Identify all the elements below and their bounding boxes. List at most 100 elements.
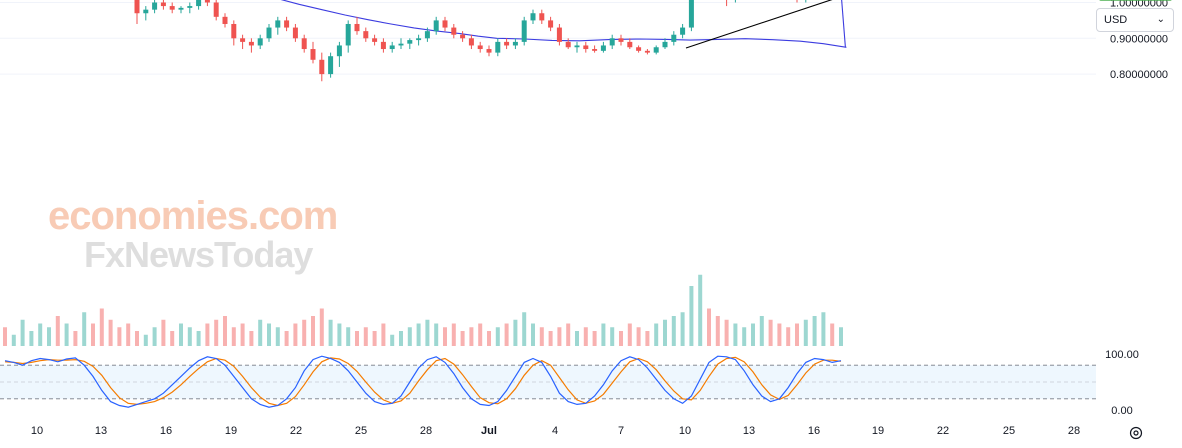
volume-bar xyxy=(680,312,685,346)
volume-bar xyxy=(231,327,236,346)
candle-body xyxy=(636,47,642,51)
candle-body xyxy=(292,27,298,39)
volume-bar xyxy=(249,331,254,346)
candle xyxy=(204,0,210,7)
candle-body xyxy=(583,45,589,50)
stochastic-k-line xyxy=(4,355,842,408)
candle xyxy=(424,27,430,42)
candle xyxy=(152,0,158,14)
candle xyxy=(169,2,175,14)
volume-bar xyxy=(3,327,7,346)
candle-body xyxy=(477,45,483,50)
time-tick-label: Jul xyxy=(481,425,497,437)
volume-bar xyxy=(627,323,632,346)
candle xyxy=(460,31,466,42)
candle-body xyxy=(160,2,166,7)
volume-bar xyxy=(399,331,403,346)
volume-bar xyxy=(407,327,412,346)
candle xyxy=(363,27,369,42)
candle xyxy=(407,38,413,50)
candle xyxy=(433,16,439,35)
volume-bar xyxy=(742,327,747,346)
candle xyxy=(688,0,694,32)
volume-bar xyxy=(671,316,676,346)
volume-bar xyxy=(575,331,579,346)
volume-bar xyxy=(355,331,359,346)
candle xyxy=(240,34,246,50)
volume-bar xyxy=(751,323,755,346)
currency-select[interactable]: USD ⌄ xyxy=(1096,8,1174,32)
candle-body xyxy=(240,38,246,42)
volume-bar xyxy=(346,327,351,346)
candle xyxy=(600,41,606,53)
time-tick-label: 10 xyxy=(679,425,691,437)
chevron-down-icon: ⌄ xyxy=(1156,14,1165,25)
moving-average-line xyxy=(280,0,847,48)
candle xyxy=(530,9,536,24)
volume-bar xyxy=(707,308,711,346)
volume-bar xyxy=(548,331,553,346)
candle xyxy=(627,38,633,50)
candle xyxy=(442,16,448,32)
settings-gear-icon[interactable] xyxy=(1128,425,1144,441)
candle xyxy=(160,0,166,10)
candle xyxy=(653,45,659,55)
volume-bar xyxy=(821,312,826,346)
volume-bar xyxy=(91,323,95,346)
candle-body xyxy=(627,41,633,48)
candle xyxy=(618,34,624,46)
volume-bar xyxy=(319,308,324,346)
volume-bar xyxy=(839,327,843,346)
volume-bar xyxy=(293,323,298,346)
candle xyxy=(301,34,307,53)
volume-bar xyxy=(469,327,474,346)
volume-bar xyxy=(636,327,641,346)
candle xyxy=(477,41,483,53)
time-tick-label: 22 xyxy=(937,425,949,437)
candle-body xyxy=(680,27,686,35)
chart-grid xyxy=(0,2,1096,75)
price-tick-label: 0.90000000 xyxy=(1110,33,1168,45)
volume-bar xyxy=(258,319,263,346)
candle xyxy=(257,34,263,50)
candle-body xyxy=(521,20,527,42)
candle xyxy=(512,38,518,50)
volume-bar xyxy=(583,327,588,346)
candle-body xyxy=(222,16,228,24)
candle xyxy=(213,0,219,21)
volume-bar xyxy=(337,323,342,346)
candle-body xyxy=(134,0,140,14)
candle xyxy=(398,38,404,50)
volume-bar xyxy=(381,323,386,346)
candle xyxy=(592,45,598,53)
volume-bar xyxy=(777,323,782,346)
volume-bar xyxy=(161,319,166,346)
volume-bar xyxy=(812,316,817,346)
candle-body xyxy=(336,45,342,57)
volume-bar xyxy=(592,331,597,346)
candle-body xyxy=(609,38,615,46)
volume-bar xyxy=(38,323,43,346)
volume-bar xyxy=(478,323,483,346)
volume-bar xyxy=(143,334,148,346)
candle-body xyxy=(495,41,501,53)
volume-bar xyxy=(513,319,518,346)
volume-bar xyxy=(504,323,509,346)
volume-bar xyxy=(223,316,227,346)
candle-body xyxy=(618,38,624,42)
volume-bar xyxy=(795,323,799,346)
volume-bar xyxy=(759,316,764,346)
candle xyxy=(609,34,615,50)
candle-body xyxy=(363,31,369,39)
candle xyxy=(372,34,378,46)
time-tick-label: 25 xyxy=(355,425,367,437)
candle xyxy=(726,0,728,7)
volume-bar xyxy=(803,319,808,346)
volume-bar xyxy=(372,331,377,346)
price-tick-label: 1.00000000 xyxy=(1110,0,1168,10)
candle-body xyxy=(468,38,474,46)
candle-body xyxy=(653,47,659,53)
time-tick-label: 4 xyxy=(552,425,558,437)
